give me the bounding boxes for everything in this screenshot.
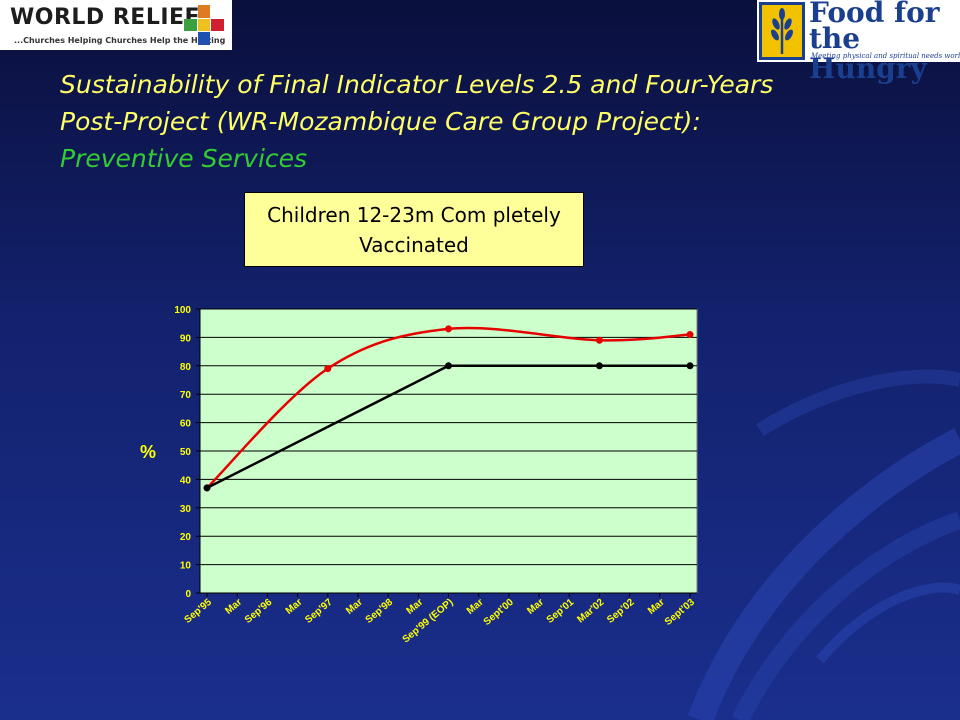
x-tick-label: Mar'02 xyxy=(575,597,606,626)
y-tick-label: 90 xyxy=(180,333,192,344)
x-tick-label: Sep'95 xyxy=(182,597,214,626)
x-tick-label: Mar xyxy=(344,597,365,617)
x-tick-label: Mar xyxy=(405,597,426,617)
data-point xyxy=(445,362,452,370)
slide-title: Sustainability of Final Indicator Levels… xyxy=(60,66,820,177)
data-point xyxy=(595,336,603,344)
data-point xyxy=(203,484,211,492)
world-relief-logo: WORLD RELIEF ...Churches Helping Churche… xyxy=(0,0,232,50)
world-relief-name: WORLD RELIEF xyxy=(10,5,201,30)
y-tick-label: 60 xyxy=(180,419,192,430)
wheat-icon xyxy=(759,2,805,60)
slide-title-sub: Preventive Services xyxy=(60,144,308,173)
x-tick-label: Mar xyxy=(284,597,305,617)
x-tick-label: Sep'97 xyxy=(303,597,335,626)
series-line-0 xyxy=(206,326,691,489)
y-tick-label: 70 xyxy=(180,390,192,401)
world-relief-tagline: ...Churches Helping Churches Help the Hu… xyxy=(14,36,226,45)
chart-title-box: Children 12-23m Com pletely Vaccinated xyxy=(244,192,584,267)
the-hungry-text: the Hungry xyxy=(809,22,927,85)
y-axis-label: % xyxy=(140,442,156,462)
data-point xyxy=(686,331,694,339)
y-tick-label: 80 xyxy=(180,362,192,373)
hands-cross-icon xyxy=(184,5,224,45)
y-tick-label: 0 xyxy=(185,589,191,600)
x-tick-label: Mar xyxy=(646,597,667,617)
data-point xyxy=(445,325,452,333)
x-tick-label: Mar xyxy=(223,597,244,617)
chart-title: Children 12-23m Com pletely Vaccinated xyxy=(267,202,561,257)
x-tick-label: Sep'96 xyxy=(243,597,275,626)
y-tick-label: 20 xyxy=(180,532,192,543)
data-point xyxy=(595,362,603,370)
food-for-the-hungry-logo: Food for the Hungry Meeting physical and… xyxy=(757,0,960,84)
food-for-the-hungry-tagline: Meeting physical and spiritual needs wor… xyxy=(811,52,960,60)
y-tick-label: 30 xyxy=(180,504,192,515)
y-tick-label: 10 xyxy=(180,561,192,572)
y-tick-label: 50 xyxy=(180,447,192,458)
x-tick-label: Mar xyxy=(465,597,486,617)
series-line-1 xyxy=(206,364,690,490)
data-point xyxy=(324,365,332,373)
x-tick-label: Sep'98 xyxy=(364,597,396,626)
food-for-text: Food for xyxy=(809,0,940,29)
x-tick-label: Sep'02 xyxy=(605,597,637,626)
y-tick-label: 100 xyxy=(174,305,191,316)
slide-title-main: Sustainability of Final Indicator Levels… xyxy=(60,70,774,136)
x-tick-label: Sept'03 xyxy=(663,597,697,628)
y-tick-label: 40 xyxy=(180,475,192,486)
x-tick-label: Sept'00 xyxy=(482,597,516,628)
x-tick-label: Sep'01 xyxy=(545,597,577,626)
data-point xyxy=(686,362,694,370)
x-tick-label: Mar xyxy=(525,597,546,617)
